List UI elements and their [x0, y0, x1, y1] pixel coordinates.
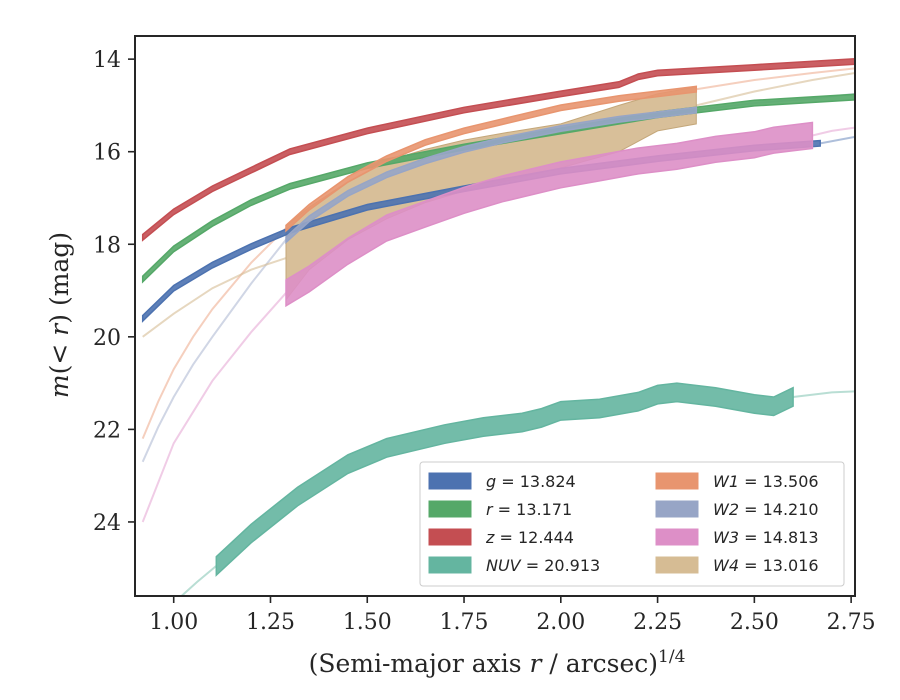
nuv-extrapolated-line — [180, 565, 217, 596]
legend-swatch-nuv — [428, 556, 472, 574]
y-tick-label: 14 — [93, 48, 121, 73]
w4-extrapolated-line — [142, 257, 287, 338]
y-tick-label: 18 — [93, 233, 121, 258]
x-tick-label: 1.50 — [343, 610, 392, 635]
w3-extrapolated-line — [141, 292, 287, 523]
w2-band — [285, 106, 698, 245]
x-axis-title: (Semi-major axis r / arcsec)1/4 — [309, 647, 686, 678]
x-tick-label: 2.75 — [827, 610, 876, 635]
w1-band — [285, 85, 698, 233]
legend-label-g: g = 13.824 — [486, 472, 576, 491]
g-band — [141, 139, 821, 323]
legend-label-w1: W1 = 13.506 — [713, 472, 819, 491]
w3-band — [285, 121, 814, 308]
y-tick-label: 16 — [93, 141, 121, 166]
legend-label-w3: W3 = 14.813 — [713, 528, 819, 547]
legend-swatch-w2 — [655, 500, 699, 518]
w3-extrapolated-line — [812, 126, 855, 137]
y-tick-label: 24 — [93, 511, 121, 536]
z-band — [141, 57, 855, 242]
plot-marks — [141, 57, 855, 596]
nuv-extrapolated-line — [792, 390, 855, 398]
legend-label-r: r = 13.171 — [486, 500, 572, 519]
legend-box — [419, 461, 845, 587]
y-axis-title: m(< r) (mag) — [45, 232, 74, 398]
y-tick-label: 20 — [93, 326, 121, 351]
legend-label-nuv: NUV = 20.913 — [486, 556, 600, 575]
legend-swatch-w3 — [655, 528, 699, 546]
legend: g = 13.824 r = 13.171 z = 12.444 NUV = 20.9… — [419, 461, 845, 587]
w4-extrapolated-line — [696, 72, 855, 107]
legend-swatch-z — [428, 528, 472, 546]
x-tick-label: 2.00 — [536, 610, 585, 635]
x-tick-label: 1.25 — [246, 610, 295, 635]
legend-label-w4: W4 = 13.016 — [713, 556, 819, 575]
series-group — [141, 57, 855, 596]
legend-swatch-w4 — [655, 556, 699, 574]
legend-swatch-w1 — [655, 472, 699, 490]
x-tick-label: 1.75 — [440, 610, 489, 635]
x-tick-label: 1.00 — [149, 610, 198, 635]
g-extrapolated-line — [820, 135, 855, 145]
legend-swatch-g — [428, 472, 472, 490]
legend-label-z: z = 12.444 — [485, 528, 574, 547]
legend-swatch-r — [428, 500, 472, 518]
w1-extrapolated-line — [141, 227, 287, 439]
plot-frame — [134, 35, 856, 597]
legend-label-w2: W2 = 14.210 — [713, 500, 819, 519]
y-tick-label: 22 — [93, 418, 121, 443]
w2-extrapolated-line — [141, 238, 287, 463]
w1-extrapolated-line — [696, 67, 855, 91]
nuv-band — [215, 382, 794, 577]
x-tick-label: 2.50 — [730, 610, 779, 635]
r-band — [141, 93, 855, 284]
x-tick-label: 2.25 — [633, 610, 682, 635]
axis-ticks: 1.00 1.25 1.50 1.75 2.00 2.25 2.50 2.75 14 16 18 20… — [93, 48, 876, 635]
